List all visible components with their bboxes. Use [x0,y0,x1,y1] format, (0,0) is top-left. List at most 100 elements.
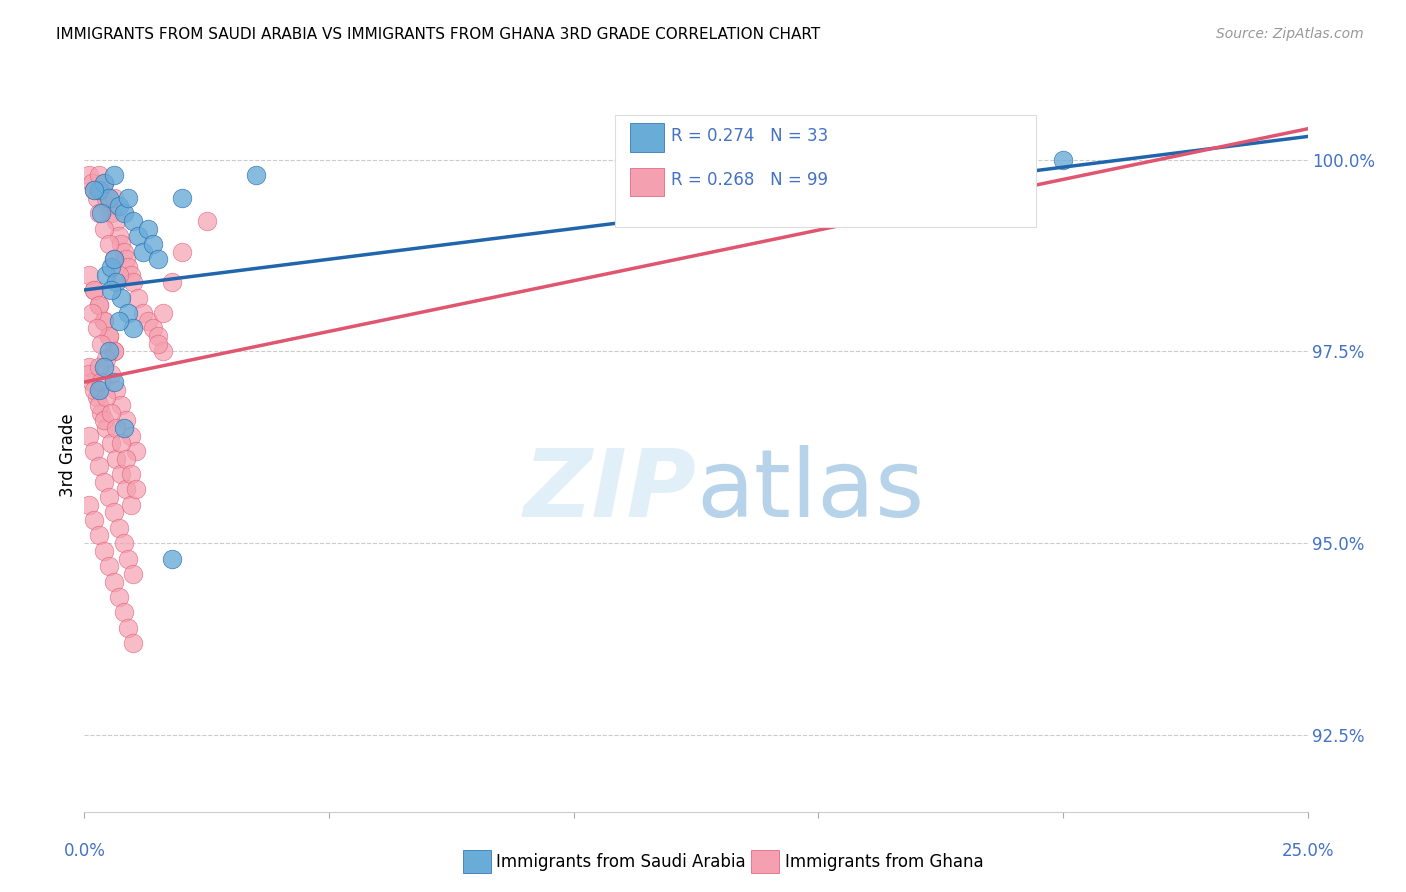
Point [120,428,142,442]
Point [87,298,110,312]
Point [107,229,129,244]
Point [105,214,128,228]
Point [120,268,142,282]
Point [112,605,135,619]
Point [87,298,110,312]
Point [117,306,139,320]
Point [97,191,120,205]
Point [93,359,115,374]
Text: R = 0.268   N = 99: R = 0.268 N = 99 [671,171,828,189]
Point [117,191,139,205]
Point [122,566,145,581]
Point [103,191,125,205]
Point [80,176,103,190]
Point [103,168,125,182]
Point [96,268,118,282]
Point [97,490,120,504]
Point [112,244,135,259]
Point [107,313,129,327]
Point [87,206,110,220]
Point [120,467,142,482]
Point [112,536,135,550]
Point [86,191,108,205]
Point [100,260,122,274]
Text: ZIP: ZIP [523,444,696,537]
Point [125,483,148,497]
Point [97,344,120,359]
Point [97,559,120,574]
Point [96,351,118,366]
Point [110,467,132,482]
Point [110,436,132,450]
Point [87,183,110,197]
Point [103,252,125,267]
Point [172,244,194,259]
Point [96,191,118,205]
Point [122,636,145,650]
Point [90,336,112,351]
Point [110,398,132,412]
Point [103,506,125,520]
Point [245,168,267,182]
Point [97,329,120,343]
Point [93,221,115,235]
Point [77,368,100,382]
Point [90,206,112,220]
Point [83,183,105,197]
Point [127,291,149,305]
Text: Source: ZipAtlas.com: Source: ZipAtlas.com [1216,27,1364,41]
Point [77,268,100,282]
Point [100,283,122,297]
Point [100,368,122,382]
Text: 25.0%: 25.0% [1281,842,1334,860]
Point [103,344,125,359]
Point [100,206,122,220]
Point [117,551,139,566]
Point [103,375,125,389]
Point [93,176,115,190]
Point [115,451,138,466]
Point [93,475,115,489]
Point [122,275,145,289]
Point [110,291,132,305]
Point [100,436,122,450]
Text: R = 0.274   N = 33: R = 0.274 N = 33 [671,127,828,145]
Point [93,413,115,427]
Point [86,321,108,335]
Point [77,498,100,512]
Point [96,390,118,404]
Point [105,275,128,289]
Point [120,498,142,512]
Point [100,406,122,420]
Text: atlas: atlas [696,444,924,537]
Point [146,252,169,267]
Point [142,236,165,251]
Point [117,260,139,274]
Y-axis label: 3rd Grade: 3rd Grade [59,413,77,497]
Point [90,183,112,197]
Point [87,168,110,182]
Point [83,444,105,458]
Point [117,621,139,635]
Point [115,252,138,267]
Point [97,329,120,343]
Point [162,551,184,566]
Point [93,313,115,327]
Point [90,406,112,420]
Point [127,229,149,244]
Point [97,198,120,212]
Point [152,306,174,320]
Point [83,283,105,297]
Point [146,336,169,351]
Point [103,574,125,589]
Point [107,268,129,282]
Point [87,459,110,474]
Point [122,214,145,228]
Point [172,191,194,205]
Text: Immigrants from Saudi Arabia: Immigrants from Saudi Arabia [496,853,747,871]
Point [77,359,100,374]
Point [93,544,115,558]
Point [96,421,118,435]
Point [77,428,100,442]
Point [162,275,184,289]
